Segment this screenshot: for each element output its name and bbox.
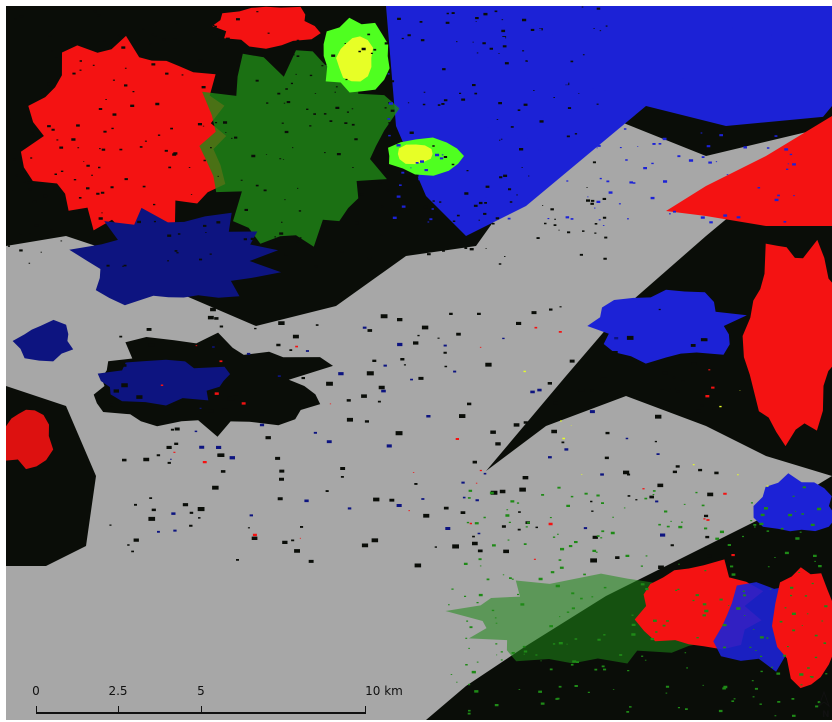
scale-tick-label-10km: 10 km <box>365 684 403 698</box>
scale-tick-mark <box>365 706 366 714</box>
scale-tick-label-0: 0 <box>32 684 40 698</box>
dark-terrain-east <box>486 106 832 476</box>
scale-tick-label-5: 5 <box>197 684 205 698</box>
red-region-east <box>742 239 832 447</box>
scale-bar: 0 2.5 5 10 km <box>26 684 403 720</box>
classification-map: 0 2.5 5 10 km N <box>6 6 832 720</box>
map-raster <box>6 6 832 720</box>
red-region-west <box>6 409 54 470</box>
blue-region-southeast <box>753 473 832 532</box>
dark-terrain-west <box>6 386 96 566</box>
red-region-north <box>212 6 321 49</box>
scale-tick-mark <box>118 706 119 714</box>
north-arrow-icon: N <box>816 690 832 720</box>
dark-blue-west <box>12 319 74 362</box>
dark-blue-band-north <box>69 207 282 306</box>
red-region-east-north <box>666 116 832 226</box>
yellow-patch-2 <box>397 144 433 165</box>
north-label: N <box>822 710 830 720</box>
north-arrow-glyph <box>817 690 831 708</box>
scale-tick-mark <box>36 706 37 714</box>
blue-region-north <box>386 6 832 236</box>
scale-tick-mark <box>201 706 202 714</box>
dark-blue-midwest <box>97 359 231 406</box>
red-region-northwest <box>20 35 227 236</box>
green-region-north <box>199 50 400 247</box>
blue-region-east <box>587 289 747 364</box>
yellow-patch <box>336 36 374 82</box>
scale-tick-label-2-5: 2.5 <box>108 684 128 698</box>
